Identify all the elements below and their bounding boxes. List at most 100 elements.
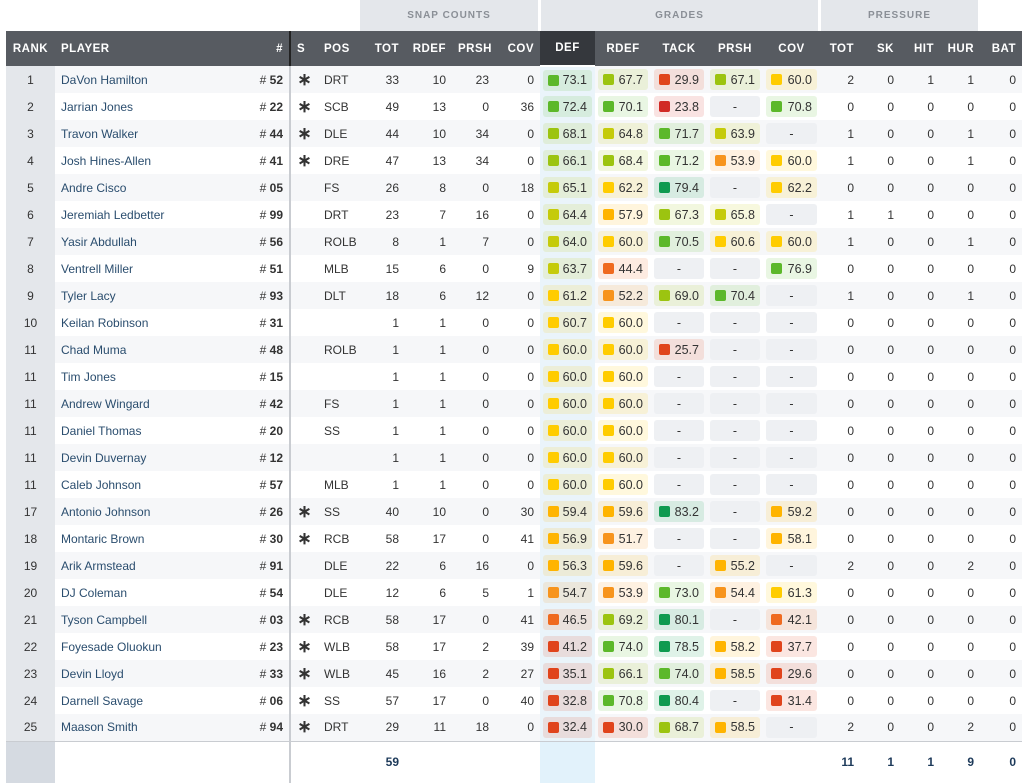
header-snap-prsh[interactable]: PRSH	[452, 31, 495, 66]
cell-pressure-sk: 0	[860, 498, 900, 525]
table-row[interactable]: 11 Andrew Wingard # 42 FS 1 1 0 0 60.0 60.0- - -0 0 0…	[6, 390, 1022, 417]
grade-value: 29.6	[787, 666, 812, 681]
grade-color-icon	[771, 533, 782, 544]
grade-value: -	[676, 423, 682, 438]
grade-value: -	[789, 126, 794, 141]
table-row[interactable]: 9 Tyler Lacy # 93 DLT 18 6 12 0 61.2 52.2 69.0 70.4…	[6, 282, 1022, 309]
header-rank[interactable]: RANK	[6, 31, 55, 66]
grade-badge: 58.5	[710, 663, 760, 684]
grade-color-icon	[548, 425, 559, 436]
cell-pressure-hit: 0	[900, 201, 940, 228]
table-row[interactable]: 8 Ventrell Miller # 51 MLB 15 6 0 9 63.7 44.4- -76…	[6, 255, 1022, 282]
cell-snap-prsh: 2	[452, 633, 495, 660]
grade-color-icon	[548, 182, 559, 193]
number-prefix: #	[259, 423, 267, 438]
player-link[interactable]: Antonio Johnson	[55, 498, 235, 525]
player-link[interactable]: Tyson Campbell	[55, 606, 235, 633]
table-row[interactable]: 1 DaVon Hamilton # 52 ∗ DRT 33 10 23 0 73.1 67.7 29…	[6, 66, 1022, 93]
player-link[interactable]: Montaric Brown	[55, 525, 235, 552]
header-pos[interactable]: POS	[318, 31, 360, 66]
player-link[interactable]: Jeremiah Ledbetter	[55, 201, 235, 228]
grade-badge: 53.9	[710, 150, 760, 171]
player-link[interactable]: Jarrian Jones	[55, 93, 235, 120]
table-row[interactable]: 10 Keilan Robinson # 31 1 1 0 0 60.7 60.0- - -0 0 0 0…	[6, 309, 1022, 336]
player-link[interactable]: Arik Armstead	[55, 552, 235, 579]
player-link[interactable]: Travon Walker	[55, 120, 235, 147]
header-pressure-hur[interactable]: HUR	[940, 31, 980, 66]
player-link[interactable]: DaVon Hamilton	[55, 66, 235, 93]
table-row[interactable]: 4 Josh Hines-Allen # 41 ∗ DRE 47 13 34 0 66.1 68.4…	[6, 147, 1022, 174]
table-row[interactable]: 21 Tyson Campbell # 03 ∗ RCB 58 17 0 41 46.5 69.2 8…	[6, 606, 1022, 633]
table-row[interactable]: 11 Chad Muma # 48 ROLB 1 1 0 0 60.0 60.0 25.7- -0 0 0…	[6, 336, 1022, 363]
player-link[interactable]: Andrew Wingard	[55, 390, 235, 417]
player-link[interactable]: Foyesade Oluokun	[55, 633, 235, 660]
table-row[interactable]: 11 Daniel Thomas # 20 SS 1 1 0 0 60.0 60.0- - -0 0 0 0…	[6, 417, 1022, 444]
grade-badge: 61.3	[766, 582, 817, 603]
cell-starter: ∗	[290, 66, 318, 93]
grade-color-icon	[548, 209, 559, 220]
grade-badge: 60.0	[543, 393, 592, 414]
cell-pressure-bat: 0	[980, 444, 1022, 471]
player-link[interactable]: Chad Muma	[55, 336, 235, 363]
table-row[interactable]: 22 Foyesade Oluokun # 23 ∗ WLB 58 17 2 39 41.2 74.…	[6, 633, 1022, 660]
player-link[interactable]: Ventrell Miller	[55, 255, 235, 282]
table-row[interactable]: 20 DJ Coleman # 54 DLE 12 6 5 1 54.7 53.9 73.0 54.4…	[6, 579, 1022, 606]
cell-snap-rdef: 6	[405, 282, 452, 309]
header-pressure-hit[interactable]: HIT	[900, 31, 940, 66]
header-snap-cov[interactable]: COV	[495, 31, 540, 66]
table-row[interactable]: 2 Jarrian Jones # 22 ∗ SCB 49 13 0 36 72.4 70.1 23.…	[6, 93, 1022, 120]
player-link[interactable]: Keilan Robinson	[55, 309, 235, 336]
grade-value: 60.0	[787, 153, 812, 168]
table-row[interactable]: 6 Jeremiah Ledbetter # 99 DRT 23 7 16 0 64.4 57.9…	[6, 201, 1022, 228]
table-row[interactable]: 5 Andre Cisco # 05 FS 26 8 0 18 65.1 62.2 79.4-62.…	[6, 174, 1022, 201]
cell-pos: SS	[318, 687, 360, 714]
cell-snap-cov: 36	[495, 93, 540, 120]
header-grade-rdef[interactable]: RDEF	[595, 31, 651, 66]
player-link[interactable]: Josh Hines-Allen	[55, 147, 235, 174]
header-grade-prsh[interactable]: PRSH	[707, 31, 763, 66]
header-grade-def[interactable]: DEF	[540, 31, 595, 67]
header-pressure-tot[interactable]: TOT	[820, 31, 860, 66]
table-row[interactable]: 24 Darnell Savage # 06 ∗ SS 57 17 0 40 32.8 70.8 80…	[6, 687, 1022, 714]
grade-color-icon	[603, 641, 614, 652]
cell-snap-rdef: 17	[405, 606, 452, 633]
table-row[interactable]: 19 Arik Armstead # 91 DLE 22 6 16 0 56.3 59.6-55.…	[6, 552, 1022, 579]
header-starter[interactable]: S	[290, 31, 318, 66]
table-row[interactable]: 23 Devin Lloyd # 33 ∗ WLB 45 16 2 27 35.1 66.1 74.0…	[6, 660, 1022, 687]
table-row[interactable]: 11 Caleb Johnson # 57 MLB 1 1 0 0 60.0 60.0- - -0 0 0…	[6, 471, 1022, 498]
table-row[interactable]: 17 Antonio Johnson # 26 ∗ SS 40 10 0 30 59.4 59.6 8…	[6, 498, 1022, 525]
header-pressure-sk[interactable]: SK	[860, 31, 900, 66]
grade-badge: 60.0	[543, 420, 592, 441]
player-link[interactable]: Devin Duvernay	[55, 444, 235, 471]
grade-color-icon	[548, 614, 559, 625]
player-link[interactable]: Tyler Lacy	[55, 282, 235, 309]
player-link[interactable]: Yasir Abdullah	[55, 228, 235, 255]
header-player[interactable]: PLAYER	[55, 31, 235, 66]
cell-grade-tack: 69.0	[651, 282, 707, 309]
player-link[interactable]: Daniel Thomas	[55, 417, 235, 444]
header-snap-tot[interactable]: TOT	[360, 31, 405, 66]
header-pressure-bat[interactable]: BAT	[980, 31, 1022, 66]
table-row[interactable]: 3 Travon Walker # 44 ∗ DLE 44 10 34 0 68.1 64.8 71.…	[6, 120, 1022, 147]
grade-color-icon	[715, 560, 726, 571]
grade-badge: 61.2	[543, 285, 592, 306]
table-row[interactable]: 7 Yasir Abdullah # 56 ROLB 8 1 7 0 64.0 60.0 70.5 6…	[6, 228, 1022, 255]
cell-pressure-hit: 0	[900, 444, 940, 471]
header-grade-cov[interactable]: COV	[763, 31, 820, 66]
header-grade-tack[interactable]: TACK	[651, 31, 707, 66]
player-link[interactable]: Caleb Johnson	[55, 471, 235, 498]
table-row[interactable]: 11 Devin Duvernay # 12 1 1 0 0 60.0 60.0- - -0 0 0 0 0	[6, 444, 1022, 471]
player-link[interactable]: Tim Jones	[55, 363, 235, 390]
header-number[interactable]: #	[235, 31, 291, 66]
player-link[interactable]: Maason Smith	[55, 714, 235, 741]
cell-starter	[290, 201, 318, 228]
table-row[interactable]: 11 Tim Jones # 15 1 1 0 0 60.0 60.0- - -0 0 0 0 0	[6, 363, 1022, 390]
player-link[interactable]: Darnell Savage	[55, 687, 235, 714]
table-row[interactable]: 25 Maason Smith # 94 ∗ DRT 29 11 18 0 32.4 30.0 68.…	[6, 714, 1022, 741]
player-link[interactable]: DJ Coleman	[55, 579, 235, 606]
header-snap-rdef[interactable]: RDEF	[405, 31, 452, 66]
player-link[interactable]: Andre Cisco	[55, 174, 235, 201]
cell-pos: SS	[318, 498, 360, 525]
table-row[interactable]: 18 Montaric Brown # 30 ∗ RCB 58 17 0 41 56.9 51.7-…	[6, 525, 1022, 552]
player-link[interactable]: Devin Lloyd	[55, 660, 235, 687]
